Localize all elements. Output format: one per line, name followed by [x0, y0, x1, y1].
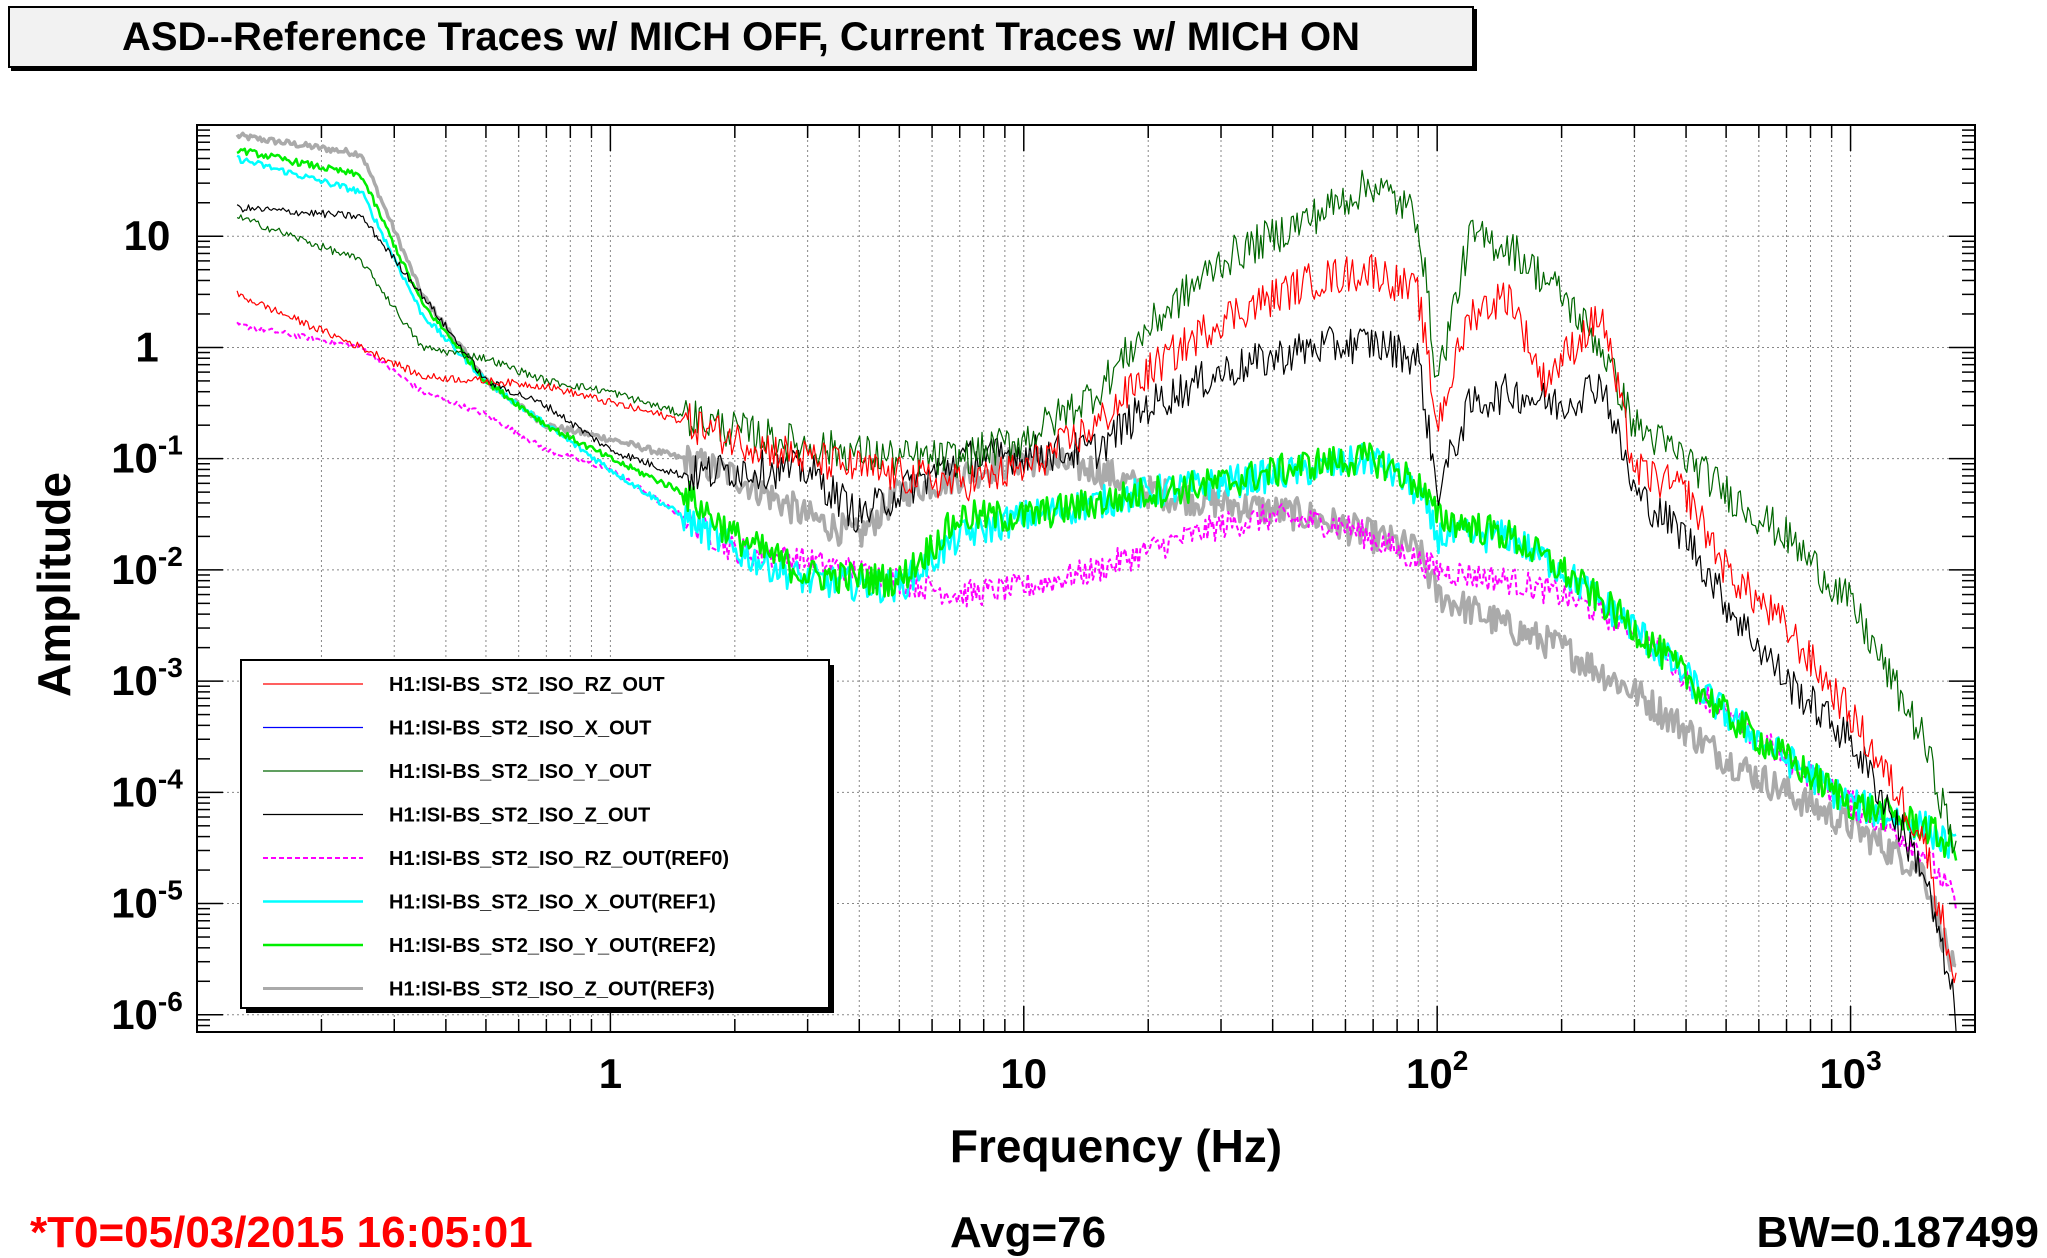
chart-title: ASD--Reference Traces w/ MICH OFF, Curre… — [8, 6, 1474, 68]
x-axis-label: Frequency (Hz) — [950, 1120, 1282, 1172]
x-tick-label: 10 — [1000, 1050, 1047, 1097]
legend-label: H1:ISI-BS_ST2_ISO_X_OUT — [389, 718, 651, 740]
t0-timestamp: *T0=05/03/2015 16:05:01 — [30, 1208, 533, 1257]
legend-entry: H1:ISI-BS_ST2_ISO_X_OUT — [263, 718, 651, 740]
legend-label: H1:ISI-BS_ST2_ISO_RZ_OUT — [389, 674, 665, 696]
x-tick-label: 1 — [599, 1050, 622, 1097]
y-tick-label-exponent: -4 — [158, 763, 183, 794]
legend-entry: H1:ISI-BS_ST2_ISO_Y_OUT(REF2) — [263, 935, 716, 957]
series-line-0 — [236, 254, 1957, 984]
legend-entry: H1:ISI-BS_ST2_ISO_Z_OUT(REF3) — [263, 979, 715, 1001]
series-line-2 — [236, 169, 1957, 854]
y-tick-label-base: 10 — [111, 991, 158, 1038]
series-line-3 — [236, 204, 1957, 1033]
y-tick-label-exponent: -1 — [158, 430, 183, 461]
y-tick-label-base: 10 — [111, 546, 158, 593]
x-tick-label-base: 1 — [599, 1050, 622, 1097]
tick-layer — [196, 125, 1976, 1033]
x-tick-label-base: 10 — [1406, 1050, 1453, 1097]
y-tick-label: 10-1 — [111, 430, 183, 482]
y-tick-label: 10-3 — [111, 652, 183, 704]
x-tick-label-base: 10 — [1819, 1050, 1866, 1097]
series-layer — [235, 131, 1958, 1033]
plot-frame — [196, 124, 1976, 1033]
y-tick-label: 10-5 — [111, 875, 183, 927]
x-tick-label: 102 — [1406, 1045, 1468, 1097]
y-tick-label-exponent: -2 — [158, 541, 183, 572]
y-tick-label-exponent: -5 — [158, 875, 183, 906]
y-tick-label-exponent: -6 — [158, 986, 183, 1017]
y-tick-label: 10-2 — [111, 541, 183, 593]
legend-label: H1:ISI-BS_ST2_ISO_Y_OUT — [389, 761, 651, 783]
x-tick-label-exponent: 3 — [1866, 1045, 1882, 1076]
legend-entry: H1:ISI-BS_ST2_ISO_Y_OUT — [263, 761, 651, 783]
legend-entry: H1:ISI-BS_ST2_ISO_RZ_OUT(REF0) — [263, 848, 729, 870]
legend-label: H1:ISI-BS_ST2_ISO_Y_OUT(REF2) — [389, 935, 716, 957]
legend-items: H1:ISI-BS_ST2_ISO_RZ_OUT H1:ISI-BS_ST2_IS… — [263, 674, 729, 1001]
x-tick-label-base: 10 — [1000, 1050, 1047, 1097]
legend-label: H1:ISI-BS_ST2_ISO_Z_OUT(REF3) — [389, 979, 715, 1001]
y-tick-label-base: 10 — [124, 212, 171, 259]
legend-entry: H1:ISI-BS_ST2_ISO_RZ_OUT — [263, 674, 665, 696]
y-tick-label-base: 10 — [111, 435, 158, 482]
y-tick-label-base: 1 — [135, 323, 158, 370]
y-tick-label-base: 10 — [111, 880, 158, 927]
y-tick-label: 10-6 — [111, 986, 183, 1038]
y-axis-label: Amplitude — [28, 472, 80, 697]
legend-label: H1:ISI-BS_ST2_ISO_X_OUT(REF1) — [389, 892, 716, 914]
bandwidth: BW=0.187499 — [1756, 1208, 2039, 1257]
legend: H1:ISI-BS_ST2_ISO_RZ_OUT H1:ISI-BS_ST2_IS… — [240, 659, 834, 1013]
legend-entry: H1:ISI-BS_ST2_ISO_Z_OUT — [263, 805, 650, 827]
x-tick-label: 103 — [1819, 1045, 1881, 1097]
series-line-6 — [236, 147, 1958, 861]
y-tick-label-exponent: -3 — [158, 652, 183, 683]
y-tick-label-base: 10 — [111, 657, 158, 704]
x-tick-label-exponent: 2 — [1453, 1045, 1469, 1076]
y-tick-label: 10-4 — [111, 763, 183, 815]
legend-box — [240, 659, 830, 1009]
y-tick-label-base: 10 — [111, 768, 158, 815]
legend-entry: H1:ISI-BS_ST2_ISO_X_OUT(REF1) — [263, 892, 716, 914]
legend-label: H1:ISI-BS_ST2_ISO_Z_OUT — [389, 805, 650, 827]
average-count: Avg=76 — [950, 1208, 1107, 1257]
legend-label: H1:ISI-BS_ST2_ISO_RZ_OUT(REF0) — [389, 848, 729, 870]
y-tick-label: 1 — [135, 323, 158, 370]
y-tick-label: 10 — [124, 212, 171, 259]
